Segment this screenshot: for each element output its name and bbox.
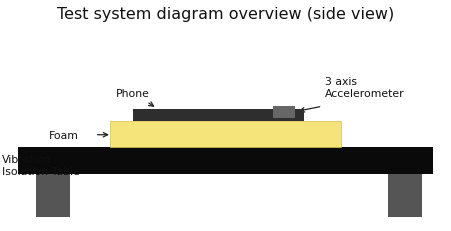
Text: Vibration
Isolation Table: Vibration Isolation Table <box>2 154 80 176</box>
Bar <box>36 174 70 217</box>
Text: Foam: Foam <box>49 130 79 140</box>
Text: 3 axis
Accelerometer: 3 axis Accelerometer <box>325 77 405 98</box>
Bar <box>18 148 433 174</box>
Text: Test system diagram overview (side view): Test system diagram overview (side view) <box>57 7 394 22</box>
Bar <box>133 109 304 122</box>
Bar <box>388 174 422 217</box>
Bar <box>273 106 295 118</box>
Text: Phone: Phone <box>116 88 150 98</box>
Bar <box>110 121 341 148</box>
